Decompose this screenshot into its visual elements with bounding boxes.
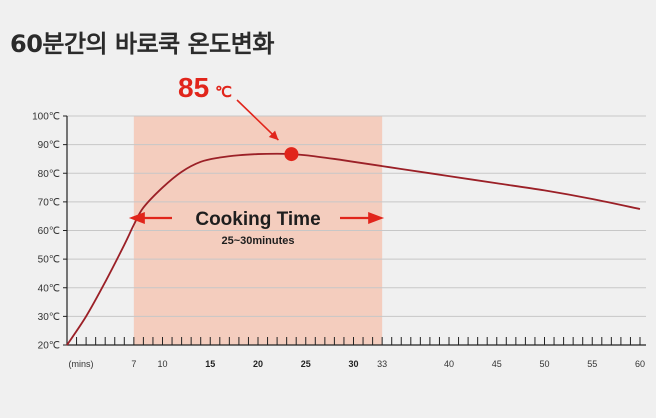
x-tick-label: 40 (444, 359, 454, 369)
peak-arrow-head (268, 130, 279, 141)
peak-point (284, 147, 299, 162)
y-tick-label: 60℃ (38, 226, 60, 237)
x-tick-label: 30 (348, 359, 358, 369)
cooking-time-sublabel: 25~30minutes (221, 235, 294, 247)
y-tick-label: 50℃ (38, 255, 60, 266)
temperature-curve (66, 152, 641, 346)
y-tick-label: 30℃ (38, 312, 60, 323)
cooking-time-label: Cooking Time (195, 209, 320, 230)
x-tick-label: 20 (253, 359, 263, 369)
y-tick-label: 70℃ (38, 197, 60, 208)
x-tick-label: 50 (539, 359, 549, 369)
x-unit-label: (mins) (69, 359, 94, 369)
y-tick-label: 40℃ (38, 283, 60, 294)
x-tick-label: 33 (377, 359, 387, 369)
chart-title: 60분간의 바로쿡 온도변화 (10, 30, 274, 58)
y-tick-label: 20℃ (38, 341, 60, 352)
y-tick-label: 100℃ (32, 112, 60, 123)
y-tick-label: 80℃ (38, 169, 60, 180)
cooking-arrow-left-head (128, 212, 145, 224)
peak-arrow-line (236, 99, 279, 141)
y-tick-label: 90℃ (38, 140, 60, 151)
x-tick-label: 55 (587, 359, 597, 369)
x-tick-label: 60 (635, 359, 645, 369)
x-tick-label: 25 (301, 359, 311, 369)
x-tick-label: 10 (157, 359, 167, 369)
x-tick-label: 45 (492, 359, 502, 369)
cooking-arrow-right-head (368, 212, 385, 224)
x-tick-label: 7 (131, 359, 136, 369)
x-tick-label: 15 (205, 359, 215, 369)
peak-label: 85 ℃ (178, 72, 232, 103)
